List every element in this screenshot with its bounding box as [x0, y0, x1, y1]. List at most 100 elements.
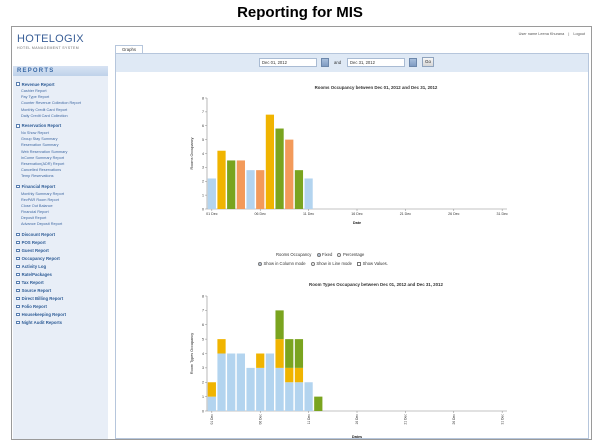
go-button[interactable]: Go — [422, 57, 434, 67]
expand-icon[interactable] — [16, 272, 20, 277]
bar-segment — [256, 353, 265, 368]
sidebar-section-label: Activity Log — [21, 264, 47, 270]
y-tick-label: 2 — [202, 180, 204, 184]
x-axis-label: Date — [353, 221, 361, 225]
sidebar-item[interactable]: Monthly Summary Report — [21, 191, 65, 196]
bar-segment — [217, 353, 226, 411]
bar-segment — [256, 367, 265, 411]
fixed-radio[interactable] — [316, 252, 321, 257]
expand-icon[interactable] — [16, 264, 20, 269]
expand-icon[interactable] — [16, 248, 20, 253]
expand-icon[interactable] — [16, 320, 20, 325]
expand-icon[interactable] — [16, 184, 20, 189]
expand-icon[interactable] — [16, 232, 20, 237]
expand-icon[interactable] — [16, 288, 20, 293]
bar-segment — [294, 339, 304, 368]
column-mode-radio[interactable] — [258, 261, 262, 266]
sidebar-section[interactable]: Discount Report — [13, 231, 108, 239]
x-tick-label: 01 Dec — [206, 212, 218, 216]
expand-icon[interactable] — [16, 296, 20, 301]
expand-icon[interactable] — [16, 124, 20, 128]
sidebar-section-label: Guest Report — [21, 248, 49, 254]
sidebar-section[interactable]: Guest Report — [13, 247, 108, 255]
bar-segment — [227, 353, 236, 411]
chart-1-title: Rooms Occupancy between Dec 01, 2012 and… — [314, 85, 438, 90]
y-tick-label: 3 — [202, 366, 204, 370]
app-logo[interactable]: HOTELOGIX — [17, 33, 84, 45]
expand-icon[interactable] — [16, 280, 20, 285]
show-values-label: Show Values. — [362, 261, 388, 266]
bar — [246, 170, 255, 209]
user-name: User name Leena Khurana — [518, 32, 565, 36]
from-date-input[interactable]: Dec 01, 2012 — [259, 58, 317, 67]
percentage-radio[interactable] — [337, 252, 342, 257]
sidebar-item[interactable]: Deposit Report — [21, 216, 47, 221]
display-options: Show in Column mode Show in Line mode Sh… — [254, 261, 388, 266]
sidebar-item[interactable]: Reservation Summary — [21, 143, 59, 148]
logout-link[interactable]: Logout — [573, 32, 585, 36]
sidebar-section[interactable]: Revenue Report — [13, 80, 108, 88]
to-date-input[interactable]: Dec 31, 2012 — [347, 58, 405, 67]
sidebar-item[interactable]: Group Stay Summary — [21, 137, 58, 142]
sidebar-section[interactable]: Reservation Report — [13, 122, 108, 130]
graphs-panel: Dec 01, 2012 and Dec 31, 2012 Go Rooms O… — [115, 53, 589, 439]
sidebar-item[interactable]: Financial Report — [21, 210, 49, 215]
y-tick-label: 5 — [202, 138, 204, 142]
y-tick-label: 7 — [202, 110, 204, 114]
sidebar-item[interactable]: RevPAR Room Report — [21, 197, 59, 202]
expand-icon[interactable] — [16, 82, 20, 86]
sidebar-item[interactable]: Close Out Balance — [21, 203, 53, 208]
sidebar-section[interactable]: Financial Report — [13, 182, 108, 190]
expand-icon[interactable] — [16, 312, 20, 317]
bar-segment — [275, 310, 284, 340]
sidebar-section-label: POS Report — [21, 240, 46, 246]
sidebar-item[interactable]: Cashier Report — [21, 89, 47, 94]
sidebar-section[interactable]: Folio Report — [13, 303, 108, 311]
sidebar-section-label: Discount Report — [21, 232, 56, 238]
line-mode-label: Show in Line mode — [316, 261, 352, 266]
sidebar-section[interactable]: Activity Log — [13, 263, 108, 271]
sidebar-item[interactable]: Web Reservation Summary — [21, 149, 68, 154]
sidebar-item[interactable]: No Show Report — [21, 131, 49, 136]
bar — [265, 114, 275, 209]
line-mode-radio[interactable] — [310, 261, 315, 266]
expand-icon[interactable] — [16, 304, 20, 309]
sidebar-item[interactable]: Advance Deposit Report — [21, 222, 63, 227]
sidebar-item[interactable]: Monthly Credit Card Report — [21, 107, 68, 112]
percentage-label: Percentage — [342, 252, 365, 257]
x-axis-label: Dates — [352, 435, 362, 439]
x-tick-label: 06 Dec — [255, 212, 267, 216]
reports-sidebar: REPORTS Revenue Report Cashier Report Pay … — [13, 66, 108, 439]
y-tick-label: 6 — [202, 124, 204, 128]
sidebar-section-label: Financial Report — [21, 183, 56, 189]
x-tick-label: 26 Dec — [448, 212, 460, 216]
sidebar-section[interactable]: Rate/Packages — [13, 271, 108, 279]
sidebar-item[interactable]: Reservation(ADR) Report — [21, 161, 65, 166]
bar-segment — [236, 353, 245, 411]
x-tick-label: 21 Dec — [404, 414, 408, 425]
y-tick-label: 7 — [202, 309, 204, 313]
sidebar-section[interactable]: Tax Report — [13, 279, 108, 287]
sidebar-item[interactable]: Pay Type Report — [21, 95, 50, 100]
date-filter-bar: Dec 01, 2012 and Dec 31, 2012 Go — [116, 54, 588, 72]
sidebar-item[interactable]: Cancelled Reservations — [21, 168, 62, 173]
sidebar-section[interactable]: Occupancy Report — [13, 255, 108, 263]
sidebar-section[interactable]: Source Report — [13, 287, 108, 295]
x-tick-label: 06 Dec — [258, 414, 262, 425]
sidebar-item[interactable]: Daily Credit Card Collection — [21, 113, 68, 118]
expand-icon[interactable] — [16, 240, 20, 245]
bar-segment — [304, 382, 313, 411]
show-values-checkbox[interactable] — [357, 261, 362, 266]
sidebar-section[interactable]: Housekeeping Report — [13, 311, 108, 319]
calendar-icon[interactable] — [409, 58, 417, 67]
tab-graphs[interactable]: Graphs — [115, 45, 143, 54]
sidebar-section[interactable]: POS Report — [13, 239, 108, 247]
sidebar-section[interactable]: Night Audit Reports — [13, 319, 108, 327]
sidebar-item[interactable]: Temp Reservations — [21, 174, 54, 179]
sidebar-item[interactable]: Counter Revenue Collection Report — [21, 101, 81, 106]
sidebar-item[interactable]: InCome Summary Report — [21, 155, 65, 160]
bar-segment — [275, 367, 284, 411]
calendar-icon[interactable] — [321, 58, 329, 67]
sidebar-section[interactable]: Direct Billing Report — [13, 295, 108, 303]
expand-icon[interactable] — [16, 256, 20, 261]
